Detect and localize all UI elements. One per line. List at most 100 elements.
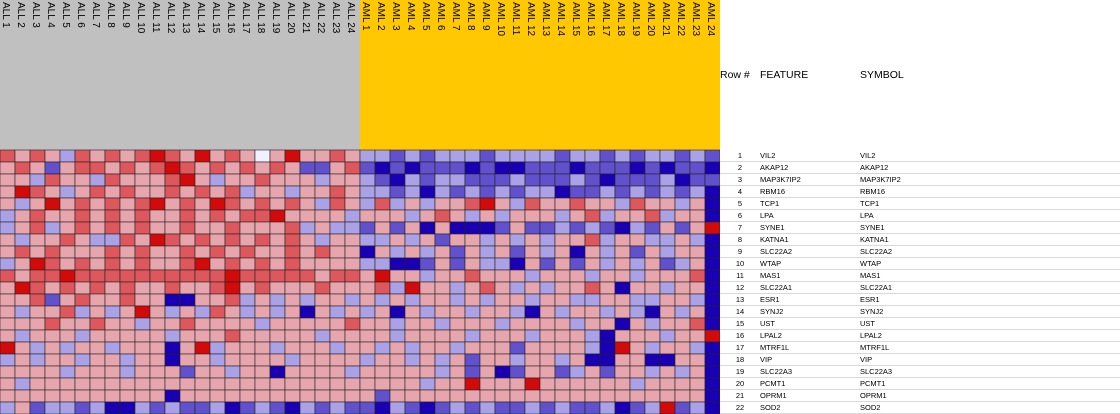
column-label: ALL 10 [135, 2, 146, 34]
heatmap-cell [194, 245, 211, 259]
heatmap-cell [419, 197, 436, 211]
heatmap-cell [509, 353, 526, 367]
heatmap-cell [644, 233, 661, 247]
heatmap-cell [524, 401, 541, 414]
header-row-num: Row # [720, 69, 750, 81]
row-symbol: SLC22A1 [860, 283, 893, 292]
heatmap-cell [0, 185, 16, 199]
heatmap-cell [419, 209, 436, 223]
heatmap-cell [554, 245, 571, 259]
heatmap-cell [179, 305, 196, 319]
column-label: AML 7 [450, 2, 461, 31]
heatmap-cell [614, 281, 631, 295]
heatmap-cell [704, 305, 720, 319]
heatmap-cell [149, 281, 166, 295]
heatmap-cell [194, 209, 211, 223]
heatmap-cell [29, 305, 46, 319]
heatmap-cell [134, 161, 151, 175]
heatmap-cell [554, 305, 571, 319]
heatmap-cell [659, 353, 676, 367]
heatmap-cell [104, 293, 121, 307]
row-number: 17 [735, 343, 745, 352]
heatmap-cell [404, 281, 421, 295]
heatmap-cell [359, 305, 376, 319]
heatmap-cell [629, 401, 646, 414]
heatmap-cell [209, 257, 226, 271]
heatmap-cell [254, 185, 271, 199]
heatmap-cell [239, 257, 256, 271]
heatmap-cell [584, 209, 601, 223]
heatmap-cell [134, 185, 151, 199]
heatmap-cell [644, 209, 661, 223]
heatmap-cell [299, 293, 316, 307]
heatmap-cell [329, 233, 346, 247]
heatmap-cell [599, 353, 616, 367]
heatmap-cell [434, 377, 451, 391]
heatmap-cell [254, 317, 271, 331]
heatmap-cell [404, 173, 421, 187]
column-group-band [375, 0, 390, 150]
row-feature: VIP [760, 355, 773, 364]
heatmap-cell [389, 341, 406, 355]
heatmap-cell [614, 185, 631, 199]
column-group-band [210, 0, 225, 150]
row-feature: ESR1 [760, 295, 780, 304]
heatmap-cell [419, 329, 436, 343]
heatmap-cell [344, 221, 361, 235]
heatmap-cell [14, 293, 31, 307]
heatmap-cell [464, 329, 481, 343]
heatmap-cell [164, 353, 181, 367]
heatmap-cell [674, 401, 691, 414]
heatmap-cell [239, 185, 256, 199]
row-symbol: VIL2 [860, 151, 876, 160]
heatmap-cell [569, 221, 586, 235]
heatmap-cell [164, 245, 181, 259]
heatmap-cell [584, 173, 601, 187]
heatmap-cell [674, 257, 691, 271]
heatmap-cell [599, 161, 616, 175]
heatmap-cell [479, 245, 496, 259]
heatmap-cell [449, 161, 466, 175]
heatmap-cell [344, 209, 361, 223]
row-symbol: MAP3K7IP2 [860, 175, 901, 184]
heatmap-cell [524, 209, 541, 223]
heatmap-cell [629, 245, 646, 259]
heatmap-cell [419, 377, 436, 391]
heatmap-cell [509, 221, 526, 235]
heatmap-cell [134, 305, 151, 319]
heatmap-cell [659, 305, 676, 319]
heatmap-cell [614, 401, 631, 414]
table-row: 13 ESR1 ESR1 [720, 294, 1120, 306]
heatmap-cell [479, 185, 496, 199]
heatmap-cell [254, 233, 271, 247]
heatmap-cell [374, 317, 391, 331]
heatmap-cell [329, 377, 346, 391]
heatmap-cell [119, 173, 136, 187]
heatmap-cell [569, 233, 586, 247]
heatmap-cell [89, 161, 106, 175]
column-group-band [630, 0, 645, 150]
heatmap-cell [419, 341, 436, 355]
heatmap-cell [344, 305, 361, 319]
heatmap-cell [224, 317, 241, 331]
heatmap-cell [224, 245, 241, 259]
heatmap-cell [74, 149, 91, 163]
heatmap-cell [29, 353, 46, 367]
heatmap-cell [164, 185, 181, 199]
heatmap-cell [599, 389, 616, 403]
heatmap-cell [614, 161, 631, 175]
heatmap-cell [44, 305, 61, 319]
heatmap-cell [329, 209, 346, 223]
heatmap-cell [404, 245, 421, 259]
heatmap-cell [239, 149, 256, 163]
heatmap-cell [224, 389, 241, 403]
heatmap-cell [329, 281, 346, 295]
row-feature: SOD2 [760, 403, 781, 412]
heatmap-cell [479, 161, 496, 175]
heatmap-cell [434, 221, 451, 235]
heatmap-cell [194, 185, 211, 199]
heatmap-cell [104, 209, 121, 223]
heatmap-cell [434, 209, 451, 223]
table-row: 7 SYNE1 SYNE1 [720, 222, 1120, 234]
heatmap-cell [584, 317, 601, 331]
